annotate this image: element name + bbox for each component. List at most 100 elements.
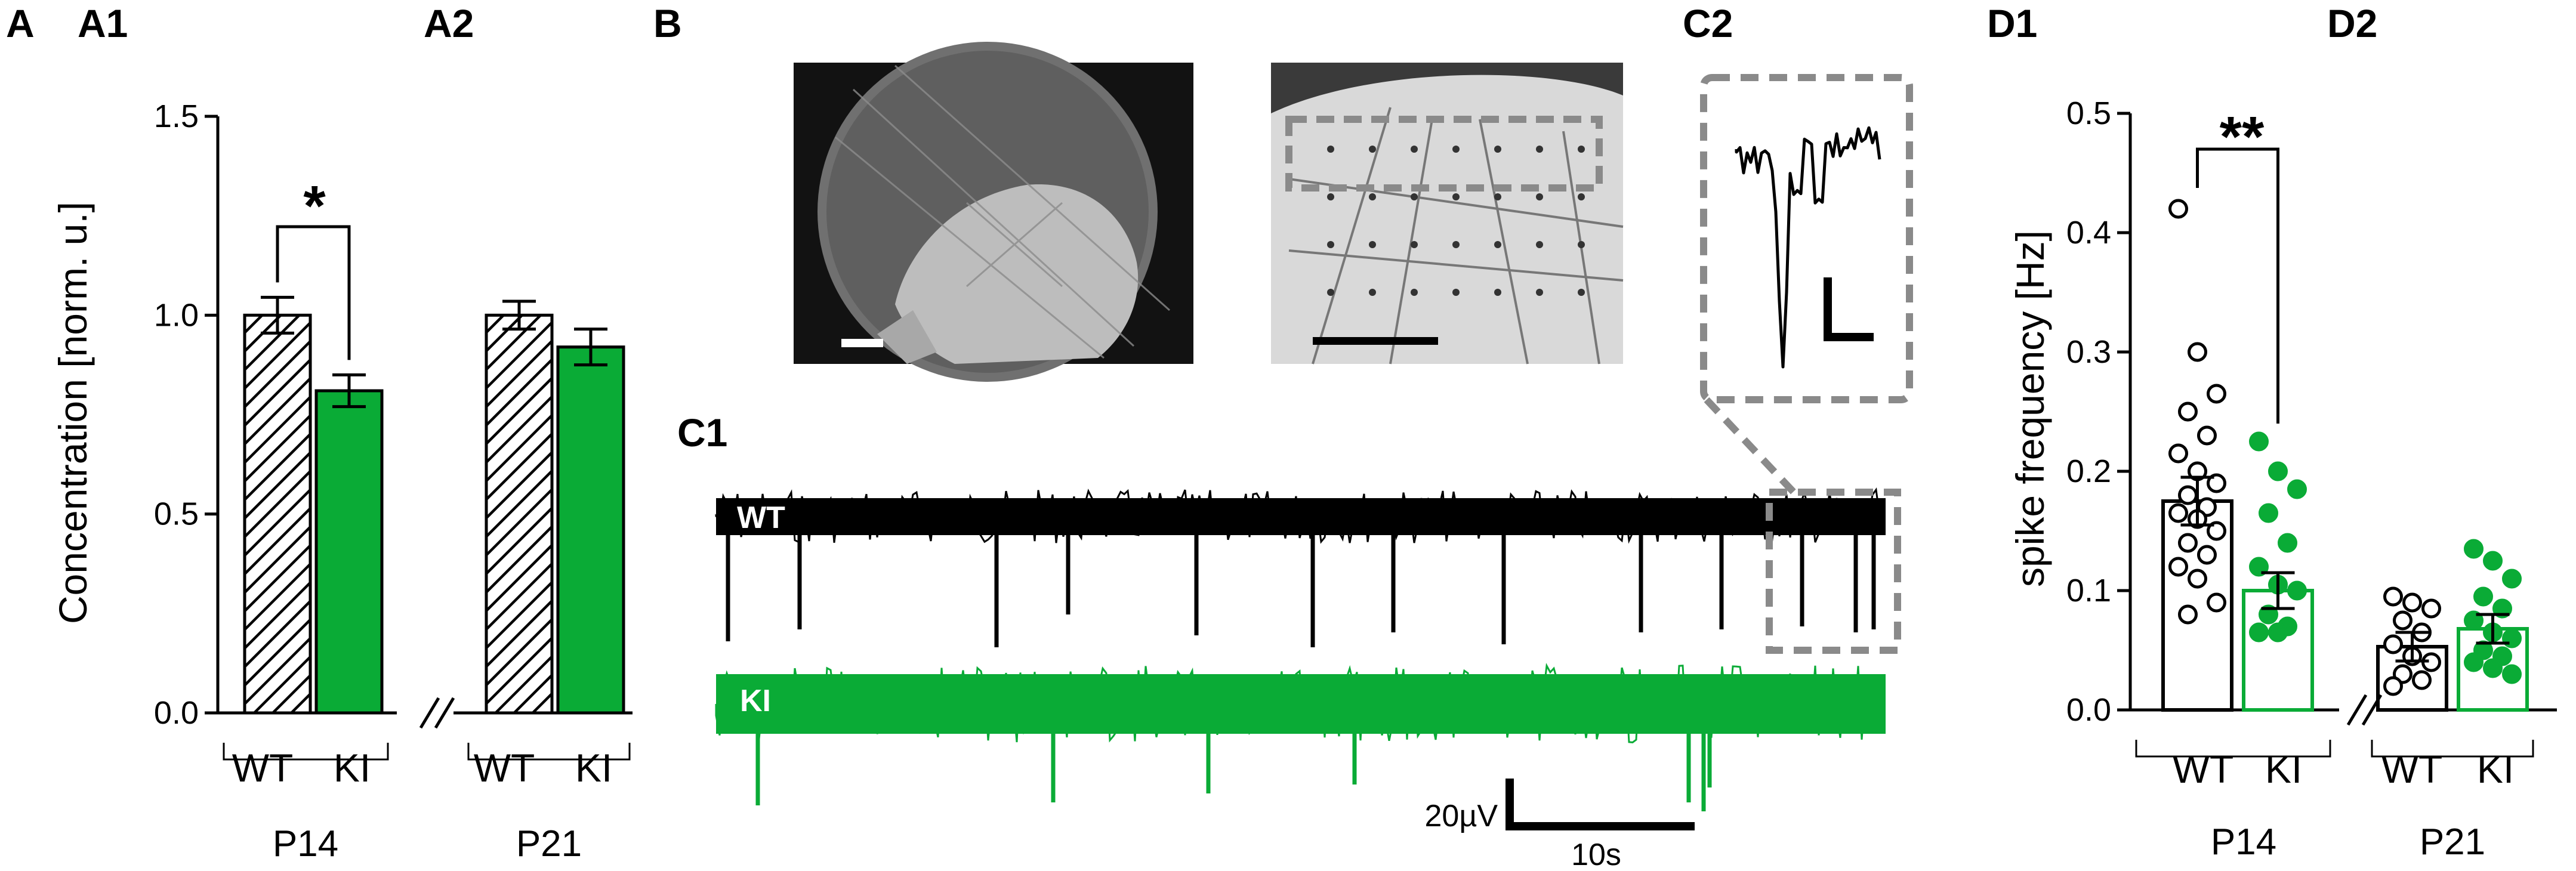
panel-label-D2: D2	[2327, 1, 2377, 45]
d-data-point	[2393, 610, 2413, 631]
d-category-label-p21-ki: KI	[2477, 747, 2514, 791]
time-scale-label: 10s	[1571, 838, 1621, 871]
spike-frequency-points	[2168, 147, 2522, 696]
d-data-point	[2483, 551, 2503, 571]
d-data-point	[2178, 604, 2198, 625]
d-data-point	[2168, 443, 2188, 464]
a-age-label-p14: P14	[273, 823, 338, 864]
zoom-connector-path	[1704, 397, 1805, 504]
concentration-bars	[243, 225, 625, 715]
d-data-point	[2188, 569, 2207, 589]
a-bar-p21-ki	[556, 345, 625, 715]
mea-images	[794, 42, 1624, 382]
d-data-point	[2464, 652, 2484, 672]
b-scale-bar-black	[1313, 337, 1438, 345]
d-data-point	[2464, 539, 2484, 559]
d-data-point	[2197, 545, 2217, 565]
wt-trace-label: WT	[737, 501, 785, 535]
concentration-y-axis-label: Concentration [norm. u.]	[51, 202, 95, 624]
d-y-tick-label: 0.1	[2066, 573, 2111, 609]
d-data-point	[2178, 485, 2198, 505]
a-significance-p14: *	[303, 174, 326, 238]
d-data-point	[2268, 461, 2288, 481]
b-scale-bar-white	[841, 339, 883, 347]
d-data-point	[2502, 664, 2522, 684]
d-category-label-p21-wt: WT	[2381, 747, 2443, 791]
single-spike-trace	[1735, 126, 1881, 369]
a-error-bar	[502, 299, 536, 331]
d-data-point	[2483, 658, 2503, 678]
a-error-bar	[332, 373, 366, 409]
d-y-tick-label: 0.4	[2066, 215, 2111, 251]
brain-slice-shape	[895, 184, 1139, 364]
d-significance-bracket	[2196, 147, 2279, 424]
d-data-point	[2188, 342, 2207, 362]
a-bar-p21-wt	[485, 313, 554, 715]
d-axis-break-mark	[2346, 694, 2368, 726]
d-data-point	[2287, 479, 2307, 499]
panel-label-A1: A1	[78, 1, 128, 45]
d-data-point	[2412, 670, 2432, 690]
a-error-bar	[261, 295, 294, 335]
d-data-point	[2402, 592, 2422, 613]
d-data-point	[2421, 598, 2441, 619]
d-data-point	[2207, 384, 2226, 404]
a-y-tick-label: 0.0	[154, 695, 199, 731]
a-age-label-p21: P21	[516, 823, 582, 864]
a-category-label-p21-wt: WT	[474, 746, 535, 790]
extracellular-traces: WT KI 20µV 10s	[715, 487, 1901, 871]
a-y-tick-label: 1.0	[154, 297, 199, 333]
a-axis-break-mark	[419, 697, 440, 729]
d-data-point	[2383, 586, 2403, 607]
a-y-tick-label: 0.5	[154, 496, 199, 532]
panel-label-B: B	[653, 1, 682, 45]
d-data-point	[2287, 580, 2307, 601]
d-data-point	[2259, 604, 2278, 625]
d-data-point	[2249, 431, 2269, 452]
c1-zoom-box	[1766, 489, 1901, 654]
a-category-label-p14-wt: WT	[232, 746, 294, 790]
d-category-label-p14-wt: WT	[2173, 747, 2234, 791]
d-data-point	[2249, 557, 2269, 577]
wt-trace-band	[716, 498, 1886, 535]
d-data-point	[2178, 401, 2198, 422]
d-age-label-p21: P21	[2420, 821, 2485, 863]
c1-scale-bar	[1506, 779, 1695, 830]
d-y-tick-label: 0.0	[2066, 692, 2111, 728]
d-data-point	[2168, 557, 2188, 577]
d-data-point	[2492, 598, 2512, 619]
d-data-point	[2197, 425, 2217, 446]
panel-label-D1: D1	[1987, 1, 2037, 45]
d-data-point	[2207, 473, 2226, 493]
concentration-category-labels: WT KI WT KI P14 P21 *	[232, 174, 612, 864]
panel-label-A: A	[6, 1, 35, 45]
a-age-bracket	[223, 743, 389, 761]
single-spike-inset	[1700, 74, 1913, 504]
ki-trace-label: KI	[740, 684, 771, 718]
d-error-bar	[2180, 475, 2214, 527]
a-bar-p14-ki	[314, 389, 384, 715]
d-age-bracket	[2371, 740, 2534, 758]
d-y-tick-label: 0.5	[2066, 95, 2111, 131]
a-age-bracket	[467, 743, 631, 761]
d-error-bar	[2261, 571, 2295, 610]
spike-zoom-box	[1700, 74, 1913, 403]
d-data-point	[2168, 503, 2188, 523]
d-age-label-p14: P14	[2211, 821, 2276, 863]
d-data-point	[2268, 622, 2288, 643]
d-y-tick-label: 0.2	[2066, 453, 2111, 489]
a-category-label-p14-ki: KI	[334, 746, 371, 790]
d-data-point	[2259, 503, 2278, 523]
d-error-bar	[2395, 631, 2429, 663]
d-age-bracket	[2135, 740, 2331, 758]
d-data-point	[2383, 634, 2403, 654]
a-y-tick-label: 1.5	[154, 98, 199, 134]
ki-spikes	[755, 716, 1712, 811]
d-error-bar	[2476, 613, 2510, 645]
d-category-label-p14-ki: KI	[2265, 747, 2302, 791]
d-data-point	[2473, 586, 2493, 607]
d-data-point	[2178, 533, 2198, 553]
a-axis-break-mark	[434, 697, 455, 729]
a-category-label-p21-ki: KI	[575, 746, 612, 790]
